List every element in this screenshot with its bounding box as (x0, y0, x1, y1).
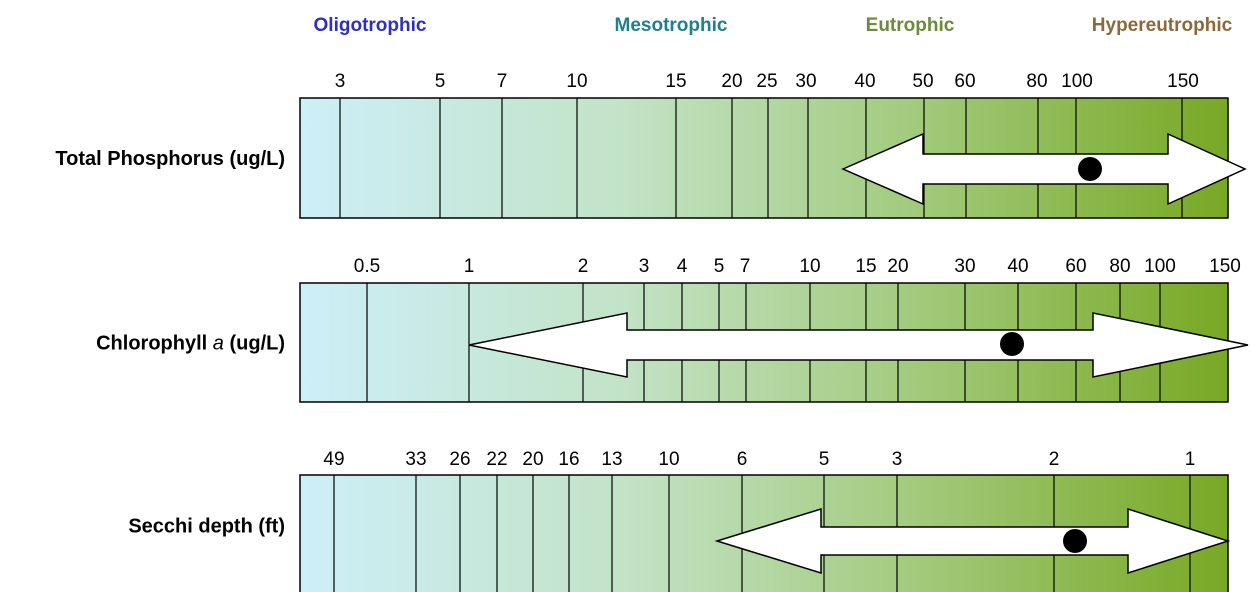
tick-label: 40 (854, 71, 875, 92)
tick-label: 7 (740, 256, 751, 277)
row-label: Secchi depth (ft) (128, 516, 285, 538)
tick-label: 30 (954, 256, 975, 277)
tick-label: 20 (887, 256, 908, 277)
scale-row: 49 33 26 22 20 16 13 10 6 5 3 2 1 Secchi depth (ft) (128, 449, 1231, 592)
tick-label: 60 (1065, 256, 1086, 277)
row-label: Chlorophyll a (ug/L) (96, 333, 285, 355)
tick-label: 6 (737, 449, 748, 470)
tick-label: 10 (799, 256, 820, 277)
row-unit: (ug/L) (229, 333, 285, 355)
tick-label: 5 (435, 71, 446, 92)
row-name: Secchi depth (128, 516, 252, 538)
tick-label: 3 (892, 449, 903, 470)
tick-label: 26 (449, 449, 470, 470)
trophic-class-label: Hypereutrophic (1092, 15, 1233, 36)
tick-label: 4 (677, 256, 688, 277)
tick-label: 13 (601, 449, 622, 470)
trophic-class-label: Eutrophic (866, 15, 955, 36)
tick-label: 10 (658, 449, 679, 470)
tick-label: 1 (464, 256, 475, 277)
tick-label: 3 (335, 71, 346, 92)
tick-label: 2 (1049, 449, 1060, 470)
range-arrow (714, 507, 1231, 575)
row-name-italic: a (213, 333, 224, 355)
tick-label: 10 (566, 71, 587, 92)
current-value-dot (1078, 157, 1102, 181)
tick-label: 16 (558, 449, 579, 470)
scale-row: 0.5 1 2 3 4 5 7 10 15 20 30 40 60 80 100 150 Chlorophyll… (96, 256, 1249, 403)
row-name: Total Phosphorus (55, 148, 224, 170)
tick-label: 100 (1061, 71, 1093, 92)
tick-label: 5 (714, 256, 725, 277)
trophic-class-label: Mesotrophic (615, 15, 728, 36)
tick-label: 20 (721, 71, 742, 92)
row-name: Chlorophyll (96, 333, 207, 355)
tick-label: 7 (497, 71, 508, 92)
range-arrow (841, 132, 1247, 206)
scale-row: 3 5 7 10 15 20 25 30 40 50 60 80 100 150 Total Phospho… (55, 71, 1247, 219)
row-unit: (ft) (258, 516, 285, 538)
tick-label: 150 (1209, 256, 1241, 277)
row-label: Total Phosphorus (ug/L) (55, 148, 285, 170)
tick-label: 0.5 (354, 256, 380, 277)
tick-label: 60 (954, 71, 975, 92)
tick-label: 150 (1167, 71, 1199, 92)
tick-label: 1 (1185, 449, 1196, 470)
range-arrow (468, 312, 1249, 378)
tick-label: 25 (756, 71, 777, 92)
tick-label: 22 (486, 449, 507, 470)
tick-label: 80 (1109, 256, 1130, 277)
current-value-dot (1063, 529, 1087, 553)
tick-label: 2 (578, 256, 589, 277)
tick-label: 30 (795, 71, 816, 92)
tick-label: 33 (405, 449, 426, 470)
tick-label: 15 (665, 71, 686, 92)
tick-label: 80 (1026, 71, 1047, 92)
tick-label: 5 (819, 449, 830, 470)
tick-label: 100 (1144, 256, 1176, 277)
tick-label: 49 (323, 449, 344, 470)
row-unit: (ug/L) (229, 148, 285, 170)
tick-label: 40 (1007, 256, 1028, 277)
tick-label: 15 (855, 256, 876, 277)
tick-label: 50 (912, 71, 933, 92)
tick-label: 20 (522, 449, 543, 470)
trophic-class-label: Oligotrophic (314, 15, 427, 36)
current-value-dot (1000, 332, 1024, 356)
tick-label: 3 (639, 256, 650, 277)
